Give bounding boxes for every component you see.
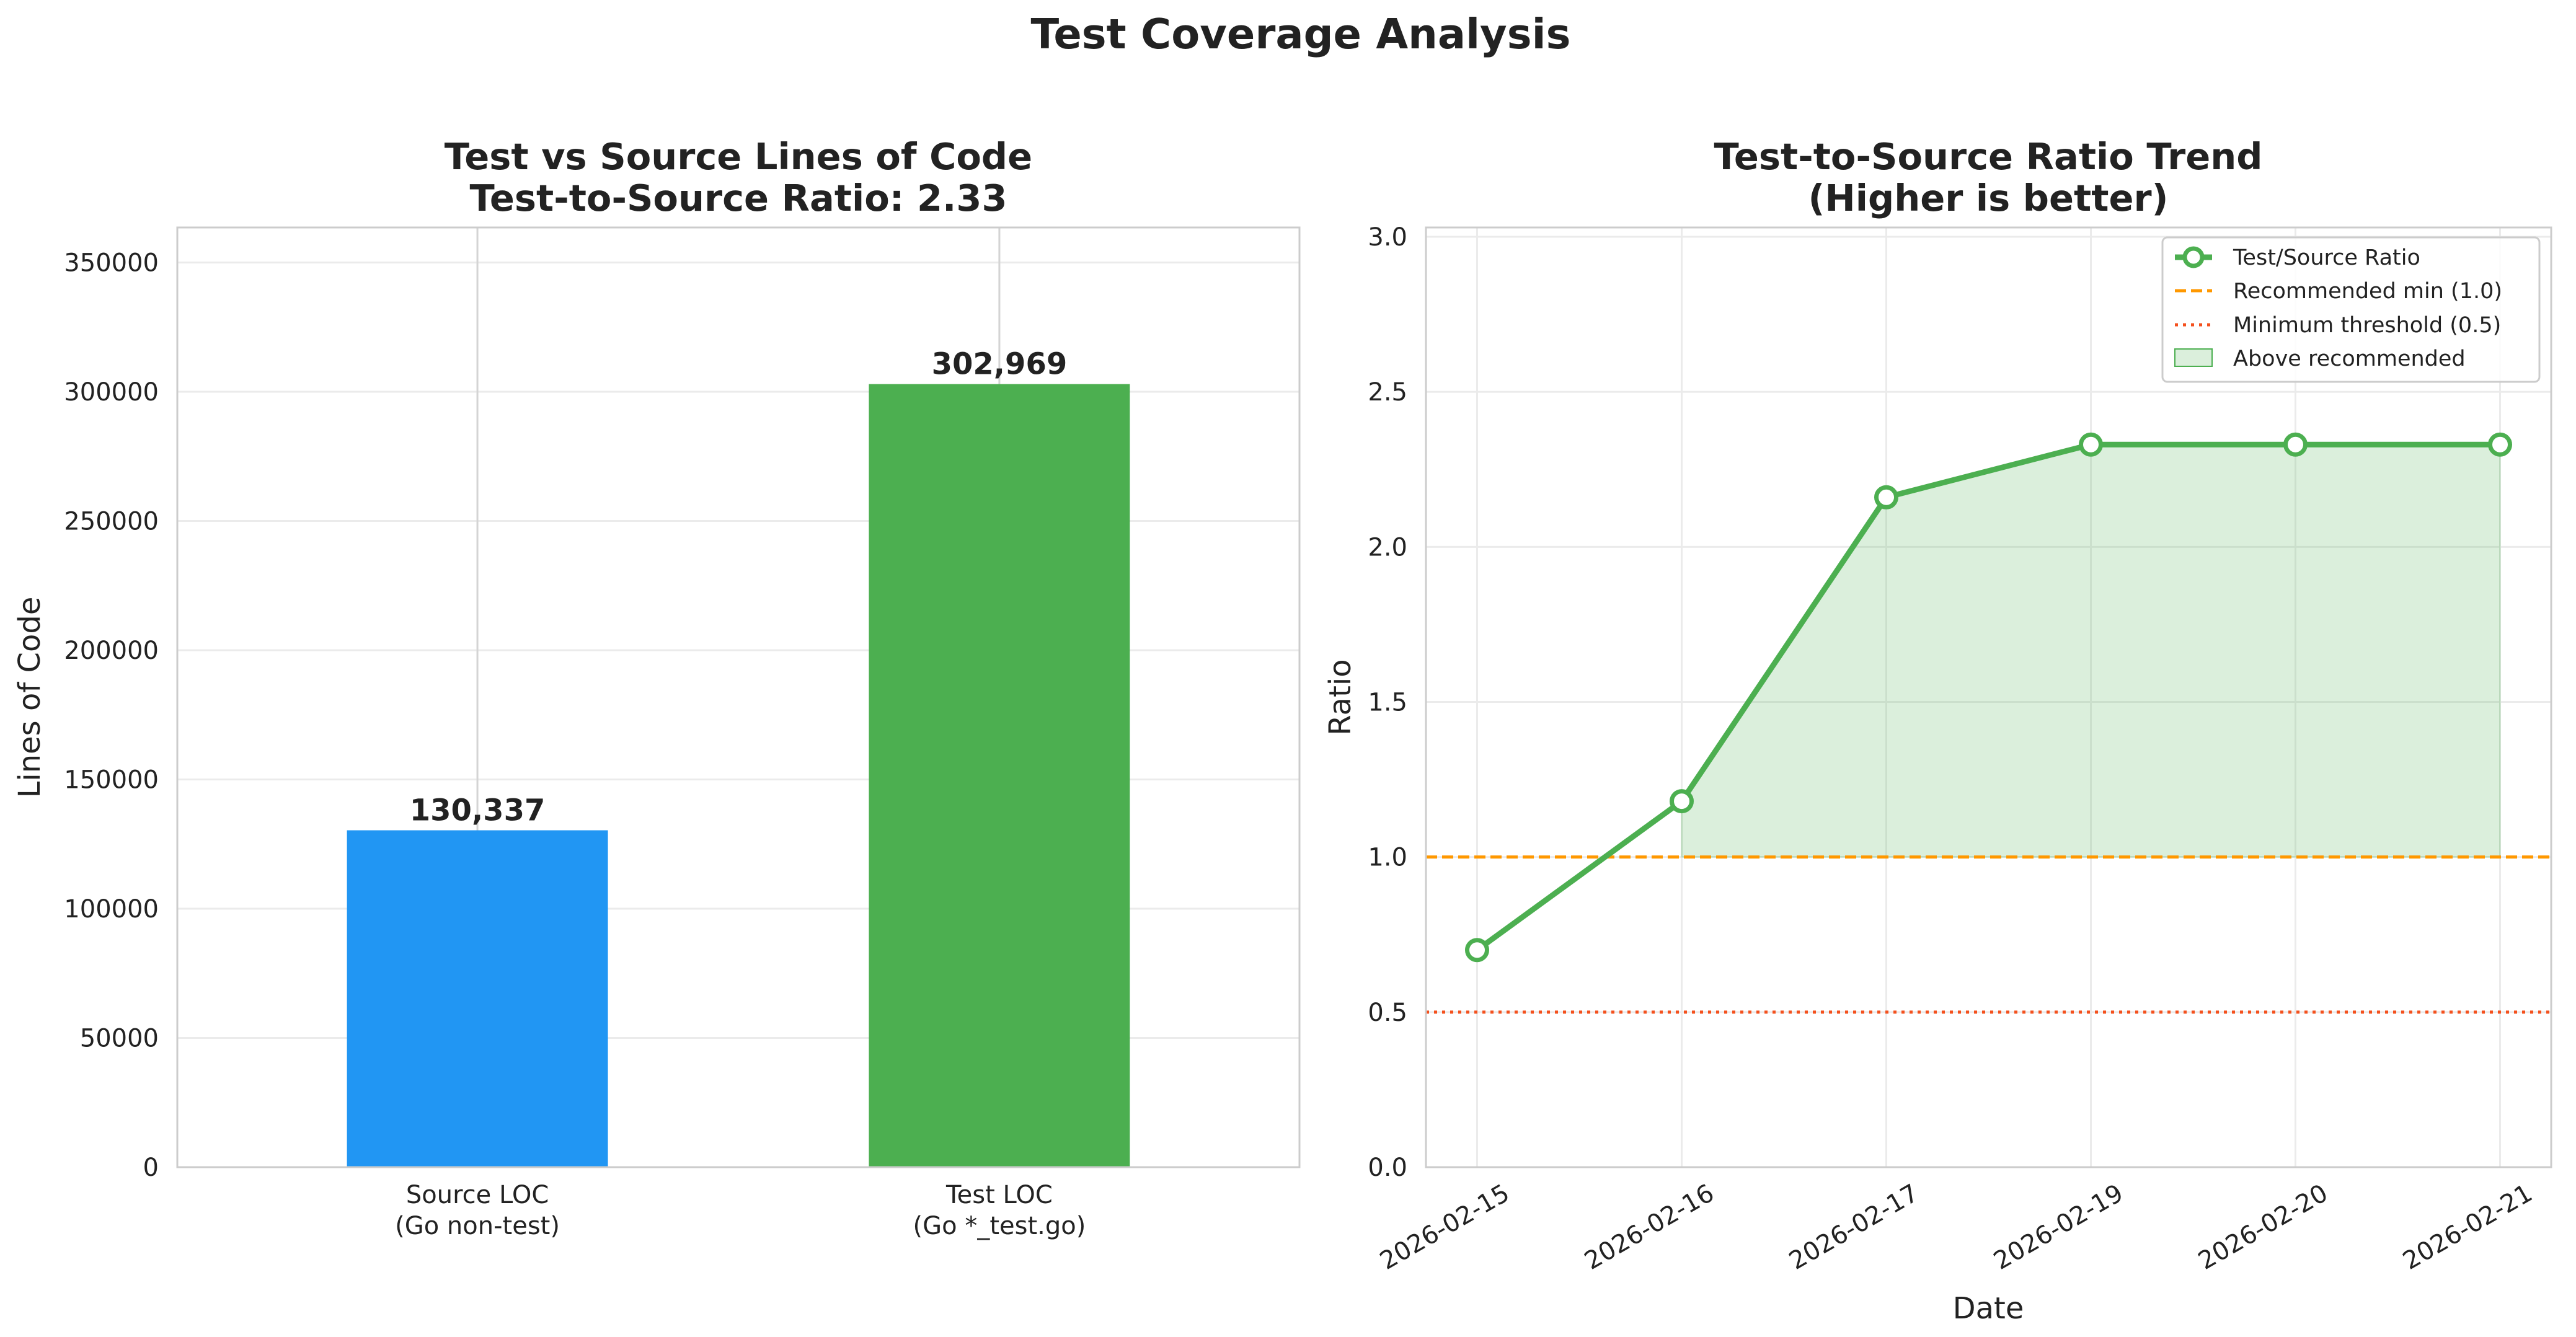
ratio-point [2488,432,2512,457]
line-y-tick-label: 1.5 [1368,689,1407,717]
bar-y-tick-label: 350000 [64,249,159,278]
legend: Test/Source Ratio Recommended min (1.0) … [2161,236,2541,383]
legend-series-label: Test/Source Ratio [2233,245,2420,270]
bar-plot-frame [176,226,1301,1168]
legend-box [2161,236,2541,383]
bar-value-label: 130,337 [410,793,546,828]
line-y-tick-label: 1.0 [1368,844,1407,872]
bar-chart: 130,337 302,969 0 50000 100000 150000 200000 2… [12,135,1301,1240]
bar-y-tick-label: 200000 [64,637,159,665]
legend-recommended-label: Recommended min (1.0) [2233,279,2502,304]
line-chart-title-line2: (Higher is better) [1808,177,2168,219]
legend-entry-series: Test/Source Ratio [2175,245,2420,270]
legend-entry-minimum: Minimum threshold (0.5) [2175,313,2501,338]
reference-lines [1426,855,2551,1014]
figure-suptitle: Test Coverage Analysis [1031,10,1571,58]
bar-chart-title-line1: Test vs Source Lines of Code [445,135,1032,178]
bar-y-ticks: 0 50000 100000 150000 200000 250000 300000 3500… [64,249,159,1182]
line-y-tick-label: 2.0 [1368,533,1407,562]
line-chart-title-line1: Test-to-Source Ratio Trend [1714,135,2263,178]
bar-value-label: 302,969 [932,347,1068,382]
line-y-ticks: 0.0 0.5 1.0 1.5 2.0 2.5 3.0 [1368,223,1407,1182]
bar-plot-area [177,227,1299,1167]
line-plot-area [1426,227,2551,1167]
bar-x-tick-label: Test LOC [945,1181,1053,1209]
bar-y-tick-label: 50000 [80,1025,159,1053]
bar [869,384,1130,1167]
legend-series-marker [2182,246,2205,268]
bar-y-tick-label: 100000 [64,895,159,924]
legend-minimum-label: Minimum threshold (0.5) [2233,313,2501,338]
line-chart: 0.00.51.01.52.02.53.0 2026-02-15 2026-02-… [1323,135,2552,1326]
ratio-point [1670,789,1694,814]
bar-chart-title-line2: Test-to-Source Ratio: 2.33 [469,177,1007,219]
ratio-series-line [1475,441,2500,953]
line-y-tick-label: 0.0 [1368,1154,1407,1182]
legend-fill-label: Above recommended [2233,346,2466,371]
bar-x-ticks: Source LOC (Go non-test) Test LOC (Go *_tes… [395,1181,1086,1240]
line-y-tick-label: 0.5 [1368,999,1407,1027]
ratio-point [2079,432,2103,457]
ratio-point [1465,938,1489,963]
line-series-layer [1465,432,2512,963]
line-plot-frame [1425,226,2552,1168]
bar-x-tick-label: (Go non-test) [395,1212,560,1240]
legend-entry-fill: Above recommended [2174,346,2466,371]
line-x-axis-label: Date [1953,1291,2024,1326]
bar-y-tick-label: 150000 [64,766,159,795]
line-y-tick-label: 3.0 [1368,223,1407,252]
legend-entry-recommended: Recommended min (1.0) [2175,279,2502,304]
bar-x-tick-label: Source LOC [406,1181,549,1209]
ratio-point [2283,432,2308,457]
bar-x-tick-label: (Go *_test.go) [913,1212,1086,1240]
ratio-point [1874,485,1898,510]
legend-fill-swatch [2174,348,2213,367]
bar-y-tick-label: 0 [143,1154,159,1182]
line-y-axis-label: Ratio [1323,659,1358,735]
bar [347,830,608,1167]
bar-y-tick-label: 250000 [64,508,159,536]
bar-y-axis-label: Lines of Code [12,597,47,798]
bar-marks: 130,337 302,969 [347,347,1130,1167]
line-y-tick-label: 2.5 [1368,378,1407,407]
bar-y-tick-label: 300000 [64,378,159,407]
